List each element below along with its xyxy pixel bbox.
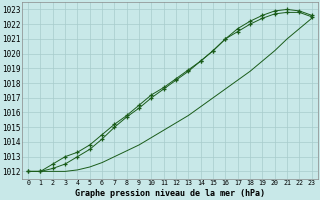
X-axis label: Graphe pression niveau de la mer (hPa): Graphe pression niveau de la mer (hPa) [75,189,265,198]
